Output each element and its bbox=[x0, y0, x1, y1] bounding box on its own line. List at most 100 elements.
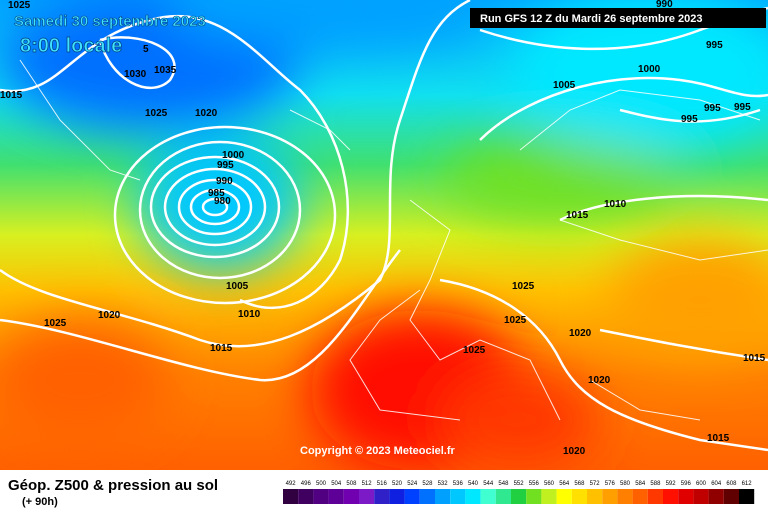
legend-label: 560 bbox=[544, 481, 555, 487]
legend-swatch bbox=[328, 489, 344, 504]
legend-swatch bbox=[480, 489, 496, 504]
isobar-label: 1025 bbox=[504, 315, 527, 326]
legend-label: 500 bbox=[316, 481, 327, 487]
legend-label: 564 bbox=[559, 481, 570, 487]
legend-label: 536 bbox=[453, 481, 464, 487]
isobar-label: 995 bbox=[706, 40, 723, 51]
isobar-label: 1020 bbox=[569, 328, 592, 339]
legend-label: 544 bbox=[483, 481, 494, 487]
legend-label: 568 bbox=[574, 481, 585, 487]
legend-label: 600 bbox=[696, 481, 707, 487]
isobar-label: 1025 bbox=[8, 0, 31, 11]
legend-swatch bbox=[693, 489, 709, 504]
legend-swatch bbox=[587, 489, 603, 504]
legend-swatch bbox=[541, 489, 557, 504]
legend-swatch bbox=[739, 489, 755, 504]
legend-label: 580 bbox=[620, 481, 631, 487]
isobar-label: 1020 bbox=[98, 310, 121, 321]
legend-swatch bbox=[632, 489, 648, 504]
isobar-label: 1015 bbox=[743, 353, 766, 364]
isobar-label: 1030 bbox=[124, 69, 147, 80]
legend-label: 552 bbox=[514, 481, 525, 487]
legend-swatch bbox=[511, 489, 527, 504]
legend-swatch bbox=[723, 489, 739, 504]
run-info: Run GFS 12 Z du Mardi 26 septembre 2023 bbox=[480, 13, 703, 25]
isobar-label: 1020 bbox=[195, 108, 218, 119]
isobar-label: 1035 bbox=[154, 65, 177, 76]
isobar-label: 5 bbox=[143, 44, 149, 55]
legend-swatch bbox=[435, 489, 451, 504]
legend-swatch bbox=[374, 489, 390, 504]
isobar-label: 995 bbox=[734, 102, 751, 113]
isobar-label: 1005 bbox=[553, 80, 576, 91]
isobar-label: 1025 bbox=[463, 345, 486, 356]
legend-label: 548 bbox=[498, 481, 509, 487]
legend-label: 504 bbox=[331, 481, 342, 487]
legend-label: 608 bbox=[726, 481, 737, 487]
legend-label: 596 bbox=[681, 481, 692, 487]
legend-label: 612 bbox=[742, 481, 753, 487]
isobar-label: 1015 bbox=[0, 90, 23, 101]
legend-swatch bbox=[602, 489, 618, 504]
isobar-label: 1015 bbox=[566, 210, 589, 221]
lead-time: (+ 90h) bbox=[22, 496, 58, 508]
legend-label: 512 bbox=[362, 481, 373, 487]
legend-label: 576 bbox=[605, 481, 616, 487]
run-box bbox=[470, 8, 766, 28]
isobar-label: 990 bbox=[216, 176, 233, 187]
isobar-label: 1015 bbox=[210, 343, 233, 354]
legend-label: 516 bbox=[377, 481, 388, 487]
legend-label: 584 bbox=[635, 481, 646, 487]
legend-label: 592 bbox=[666, 481, 677, 487]
header: Samedi 30 septembre 2023 8:00 locale Run… bbox=[14, 8, 766, 57]
legend-label: 492 bbox=[286, 481, 297, 487]
isobar-label: 1000 bbox=[222, 150, 245, 161]
legend-swatch bbox=[617, 489, 633, 504]
legend-swatch bbox=[283, 489, 299, 504]
legend-label: 496 bbox=[301, 481, 312, 487]
legend-swatch bbox=[663, 489, 679, 504]
forecast-time: 8:00 locale bbox=[20, 35, 122, 57]
isobar-label: 1025 bbox=[512, 281, 535, 292]
isobar-label: 1010 bbox=[238, 309, 261, 320]
isobar-label: 980 bbox=[214, 196, 231, 207]
legend-swatch bbox=[343, 489, 359, 504]
isobar-label: 1025 bbox=[44, 318, 67, 329]
forecast-date: Samedi 30 septembre 2023 bbox=[14, 13, 206, 30]
legend-swatch bbox=[708, 489, 724, 504]
legend-swatch bbox=[313, 489, 329, 504]
isobar-label: 990 bbox=[656, 0, 673, 10]
isobar-label: 995 bbox=[704, 103, 721, 114]
isobar-label: 1020 bbox=[563, 446, 586, 457]
isobar-label: 1015 bbox=[707, 433, 730, 444]
isobar-label: 1025 bbox=[145, 108, 168, 119]
legend-swatch bbox=[465, 489, 481, 504]
legend-label: 528 bbox=[422, 481, 433, 487]
isobar-label: 1020 bbox=[588, 375, 611, 386]
footer-title: Géop. Z500 & pression au sol bbox=[8, 477, 218, 494]
isobar-label: 1000 bbox=[638, 64, 661, 75]
legend-label: 508 bbox=[346, 481, 357, 487]
isobar-label: 1010 bbox=[604, 199, 627, 210]
legend-swatch bbox=[678, 489, 694, 504]
legend-swatch bbox=[450, 489, 466, 504]
isobar-label: 1005 bbox=[226, 281, 249, 292]
legend-swatch bbox=[495, 489, 511, 504]
legend: 492 496 500 504 508 512 516 520 524 528 532 536 540 5… bbox=[283, 481, 755, 504]
copyright: Copyright © 2023 Meteociel.fr bbox=[300, 445, 456, 457]
legend-label: 588 bbox=[650, 481, 661, 487]
legend-swatch bbox=[556, 489, 572, 504]
legend-swatch bbox=[298, 489, 314, 504]
legend-label: 540 bbox=[468, 481, 479, 487]
legend-swatch bbox=[647, 489, 663, 504]
legend-swatch bbox=[404, 489, 420, 504]
isobar-label: 995 bbox=[681, 114, 698, 125]
legend-swatch bbox=[389, 489, 405, 504]
legend-label: 604 bbox=[711, 481, 722, 487]
legend-swatch bbox=[419, 489, 435, 504]
isobar-label: 985 bbox=[208, 188, 225, 199]
isobar-label: 995 bbox=[217, 160, 234, 171]
legend-label: 524 bbox=[407, 481, 418, 487]
